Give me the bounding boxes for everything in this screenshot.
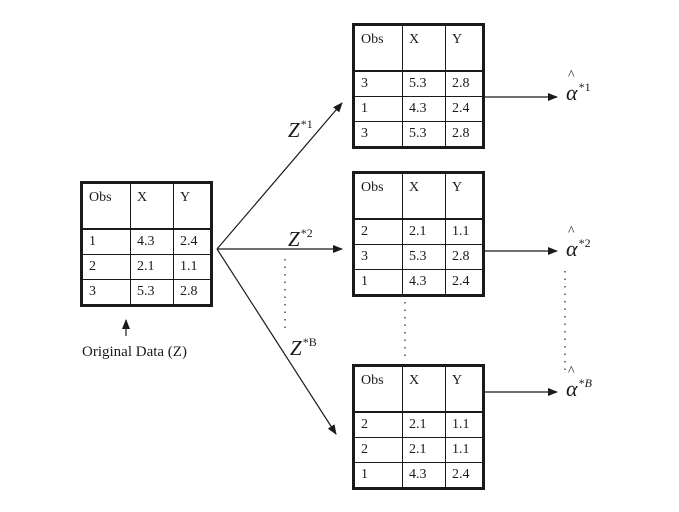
table-header-row: Obs X Y	[353, 24, 484, 72]
table-row: 3 5.3 2.8	[353, 70, 484, 97]
table-cell: 1.1	[445, 411, 484, 438]
table-cell: 2.4	[445, 269, 484, 296]
table-row: 3 5.3 2.8	[353, 244, 484, 270]
table-cell: 2.1	[402, 437, 446, 463]
table-header-row: Obs X Y	[353, 172, 484, 220]
table-cell: 5.3	[402, 244, 446, 270]
table-cell: 2	[353, 411, 403, 438]
col-header: Y	[445, 172, 484, 220]
col-header: Obs	[353, 172, 403, 220]
table-cell: 2.4	[173, 228, 212, 255]
table-row: 3 5.3 2.8	[81, 279, 212, 306]
table-cell: 2.8	[173, 279, 212, 306]
table-cell: 2.8	[445, 244, 484, 270]
table-row: 1 4.3 2.4	[81, 228, 212, 255]
table-row: 2 2.1 1.1	[353, 411, 484, 438]
col-header: X	[130, 182, 174, 230]
table-cell: 2	[353, 437, 403, 463]
table-cell: 1.1	[445, 218, 484, 245]
statistic-label-2: α*2	[566, 224, 591, 262]
table-cell: 3	[81, 279, 131, 306]
table-row: 2 2.1 1.1	[353, 437, 484, 463]
statistic-label-b: α*B	[566, 364, 592, 402]
sample-label-b: Z*B	[290, 335, 317, 360]
table-cell: 2	[81, 254, 131, 280]
table-cell: 4.3	[130, 228, 174, 255]
arrow-to-sample-1	[216, 102, 343, 250]
table-cell: 1.1	[445, 437, 484, 463]
table-cell: 1	[81, 228, 131, 255]
col-header: Obs	[353, 24, 403, 72]
table-cell: 2.4	[445, 96, 484, 122]
table-cell: 2	[353, 218, 403, 245]
table-cell: 3	[353, 244, 403, 270]
table-cell: 4.3	[402, 96, 446, 122]
table-row: 1 4.3 2.4	[353, 269, 484, 296]
sample-label-1: Z*1	[288, 117, 313, 142]
col-header: Obs	[353, 365, 403, 413]
table-row: 1 4.3 2.4	[353, 462, 484, 489]
col-header: X	[402, 365, 446, 413]
bootstrap-table-b: Obs X Y 2 2.1 1.1 2 2.1 1.1 1 4.3 2.4	[352, 364, 485, 490]
table-cell: 1	[353, 269, 403, 296]
statistic-label-1: α*1	[566, 68, 591, 106]
col-header: X	[402, 172, 446, 220]
table-cell: 2.1	[130, 254, 174, 280]
table-cell: 2.8	[445, 121, 484, 148]
table-cell: 4.3	[402, 269, 446, 296]
bootstrap-table-1: Obs X Y 3 5.3 2.8 1 4.3 2.4 3 5.3 2.8	[352, 23, 485, 149]
table-cell: 1	[353, 462, 403, 489]
table-cell: 3	[353, 70, 403, 97]
col-header: Y	[173, 182, 212, 230]
arrow-to-sample-b	[216, 248, 337, 435]
original-data-caption: Original Data (Z)	[82, 344, 187, 360]
original-data-table: Obs X Y 1 4.3 2.4 2 2.1 1.1 3 5.3 2.8	[80, 181, 213, 307]
col-header: Obs	[81, 182, 131, 230]
bootstrap-table-2: Obs X Y 2 2.1 1.1 3 5.3 2.8 1 4.3 2.4	[352, 171, 485, 297]
table-cell: 2.8	[445, 70, 484, 97]
table-cell: 2.4	[445, 462, 484, 489]
table-cell: 5.3	[402, 70, 446, 97]
table-cell: 2.1	[402, 411, 446, 438]
table-row: 2 2.1 1.1	[353, 218, 484, 245]
table-row: 3 5.3 2.8	[353, 121, 484, 148]
table-cell: 4.3	[402, 462, 446, 489]
table-cell: 1.1	[173, 254, 212, 280]
table-cell: 2.1	[402, 218, 446, 245]
table-row: 2 2.1 1.1	[81, 254, 212, 280]
table-cell: 1	[353, 96, 403, 122]
table-header-row: Obs X Y	[353, 365, 484, 413]
col-header: Y	[445, 24, 484, 72]
col-header: Y	[445, 365, 484, 413]
table-row: 1 4.3 2.4	[353, 96, 484, 122]
table-cell: 3	[353, 121, 403, 148]
sample-label-2: Z*2	[288, 226, 313, 251]
table-header-row: Obs X Y	[81, 182, 212, 230]
table-cell: 5.3	[402, 121, 446, 148]
col-header: X	[402, 24, 446, 72]
table-cell: 5.3	[130, 279, 174, 306]
